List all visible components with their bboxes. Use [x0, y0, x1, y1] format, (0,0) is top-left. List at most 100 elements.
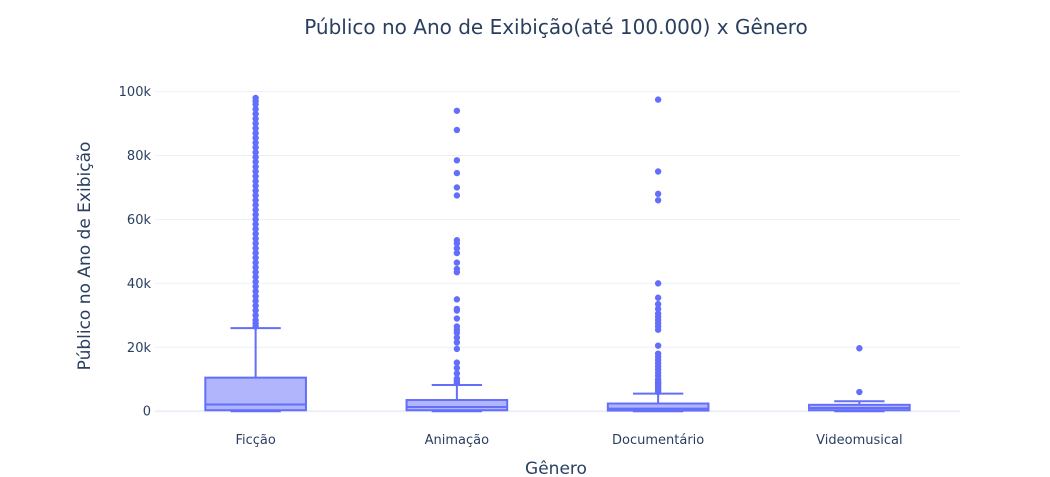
- outlier-point: [453, 157, 461, 164]
- y-tick-label: 100k: [119, 85, 152, 100]
- outlier-point: [453, 107, 461, 114]
- y-tick-label: 40k: [127, 277, 152, 292]
- outlier-point: [252, 235, 259, 242]
- y-axis-title: Público no Ano de Exibição: [75, 142, 95, 371]
- outlier-point: [453, 259, 461, 266]
- outlier-point: [252, 240, 259, 247]
- outlier-point: [252, 268, 259, 276]
- boxes: [204, 94, 911, 413]
- outlier-point: [453, 184, 461, 191]
- outlier-point: [453, 296, 461, 303]
- outlier-point: [252, 144, 259, 151]
- outlier-point: [252, 158, 259, 166]
- outlier-point: [252, 134, 259, 142]
- outlier-point: [252, 316, 259, 324]
- outlier-point: [856, 388, 863, 396]
- gridlines: [155, 91, 960, 413]
- outlier-point: [453, 339, 461, 346]
- outlier-point: [252, 216, 259, 223]
- box-group: [405, 107, 509, 413]
- outlier-point: [654, 310, 662, 317]
- outlier-point: [654, 294, 662, 301]
- outlier-point: [252, 211, 259, 218]
- outlier-point: [252, 163, 259, 170]
- outlier-point: [252, 259, 259, 266]
- outlier-point: [654, 300, 662, 308]
- outlier-point: [252, 201, 259, 209]
- outlier-point: [252, 297, 259, 305]
- outlier-point: [453, 169, 461, 177]
- outlier-point: [453, 265, 461, 273]
- outlier-point: [252, 278, 259, 285]
- outlier-point: [453, 359, 461, 366]
- outlier-point: [252, 182, 259, 190]
- outlier-point: [252, 225, 259, 233]
- outlier-point: [252, 168, 259, 175]
- outlier-point: [252, 173, 259, 180]
- outlier-point: [252, 206, 259, 214]
- box-iqr: [606, 402, 710, 412]
- outlier-point: [654, 197, 662, 204]
- y-tick-label: 60k: [127, 213, 152, 228]
- y-tick-label: 80k: [127, 149, 152, 164]
- outlier-point: [252, 177, 259, 185]
- outlier-point: [252, 254, 259, 261]
- outlier-point: [252, 105, 259, 113]
- box-iqr: [405, 399, 509, 412]
- outlier-point: [453, 315, 461, 322]
- outlier-point: [252, 129, 259, 137]
- y-tick-label: 0: [143, 405, 151, 420]
- outlier-point: [252, 120, 259, 127]
- outlier-point: [252, 273, 259, 281]
- outlier-point: [453, 334, 461, 341]
- outlier-point: [252, 264, 259, 271]
- outlier-point: [654, 350, 662, 357]
- outlier-point: [654, 168, 662, 175]
- x-tick-label: Ficção: [235, 433, 275, 448]
- outlier-point: [252, 249, 259, 257]
- outlier-point: [453, 375, 461, 382]
- x-tick-label: Videomusical: [816, 433, 902, 448]
- outlier-point: [453, 237, 461, 244]
- outlier-point: [252, 307, 259, 314]
- outlier-point: [654, 280, 662, 287]
- outlier-point: [252, 230, 259, 238]
- box-group: [606, 96, 710, 413]
- outlier-point: [252, 197, 259, 204]
- outlier-point: [252, 115, 259, 122]
- box-group: [808, 345, 911, 413]
- x-tick-label: Documentário: [612, 433, 704, 448]
- outlier-point: [654, 190, 662, 198]
- box-group: [204, 94, 307, 413]
- outlier-point: [252, 110, 259, 118]
- outlier-point: [252, 149, 259, 156]
- y-axis-ticks: 0 20k 40k 60k 80k 100k: [119, 85, 152, 420]
- outlier-point: [856, 345, 863, 352]
- outlier-point: [252, 125, 259, 132]
- outlier-point: [252, 192, 259, 199]
- outlier-point: [252, 312, 259, 319]
- outlier-point: [453, 305, 461, 313]
- outlier-point: [654, 96, 662, 103]
- chart-title: Público no Ano de Exibição(até 100.000) …: [304, 15, 808, 39]
- outlier-point: [453, 126, 461, 134]
- x-tick-label: Animação: [425, 433, 489, 448]
- outlier-point: [252, 292, 259, 300]
- outlier-point: [654, 305, 662, 313]
- outlier-point: [252, 283, 259, 290]
- outlier-point: [453, 323, 461, 330]
- outlier-point: [453, 364, 461, 372]
- outlier-point: [252, 187, 259, 194]
- outlier-point: [252, 302, 259, 309]
- outlier-point: [453, 249, 461, 257]
- outlier-point: [252, 245, 259, 252]
- outlier-point: [252, 153, 259, 161]
- x-axis-ticks: Ficção Animação Documentário Videomusical: [235, 433, 902, 448]
- outlier-point: [252, 139, 259, 146]
- outlier-point: [252, 94, 259, 102]
- outlier-point: [453, 345, 461, 353]
- outlier-point: [654, 342, 662, 349]
- y-tick-label: 20k: [127, 341, 152, 356]
- outlier-point: [453, 370, 461, 377]
